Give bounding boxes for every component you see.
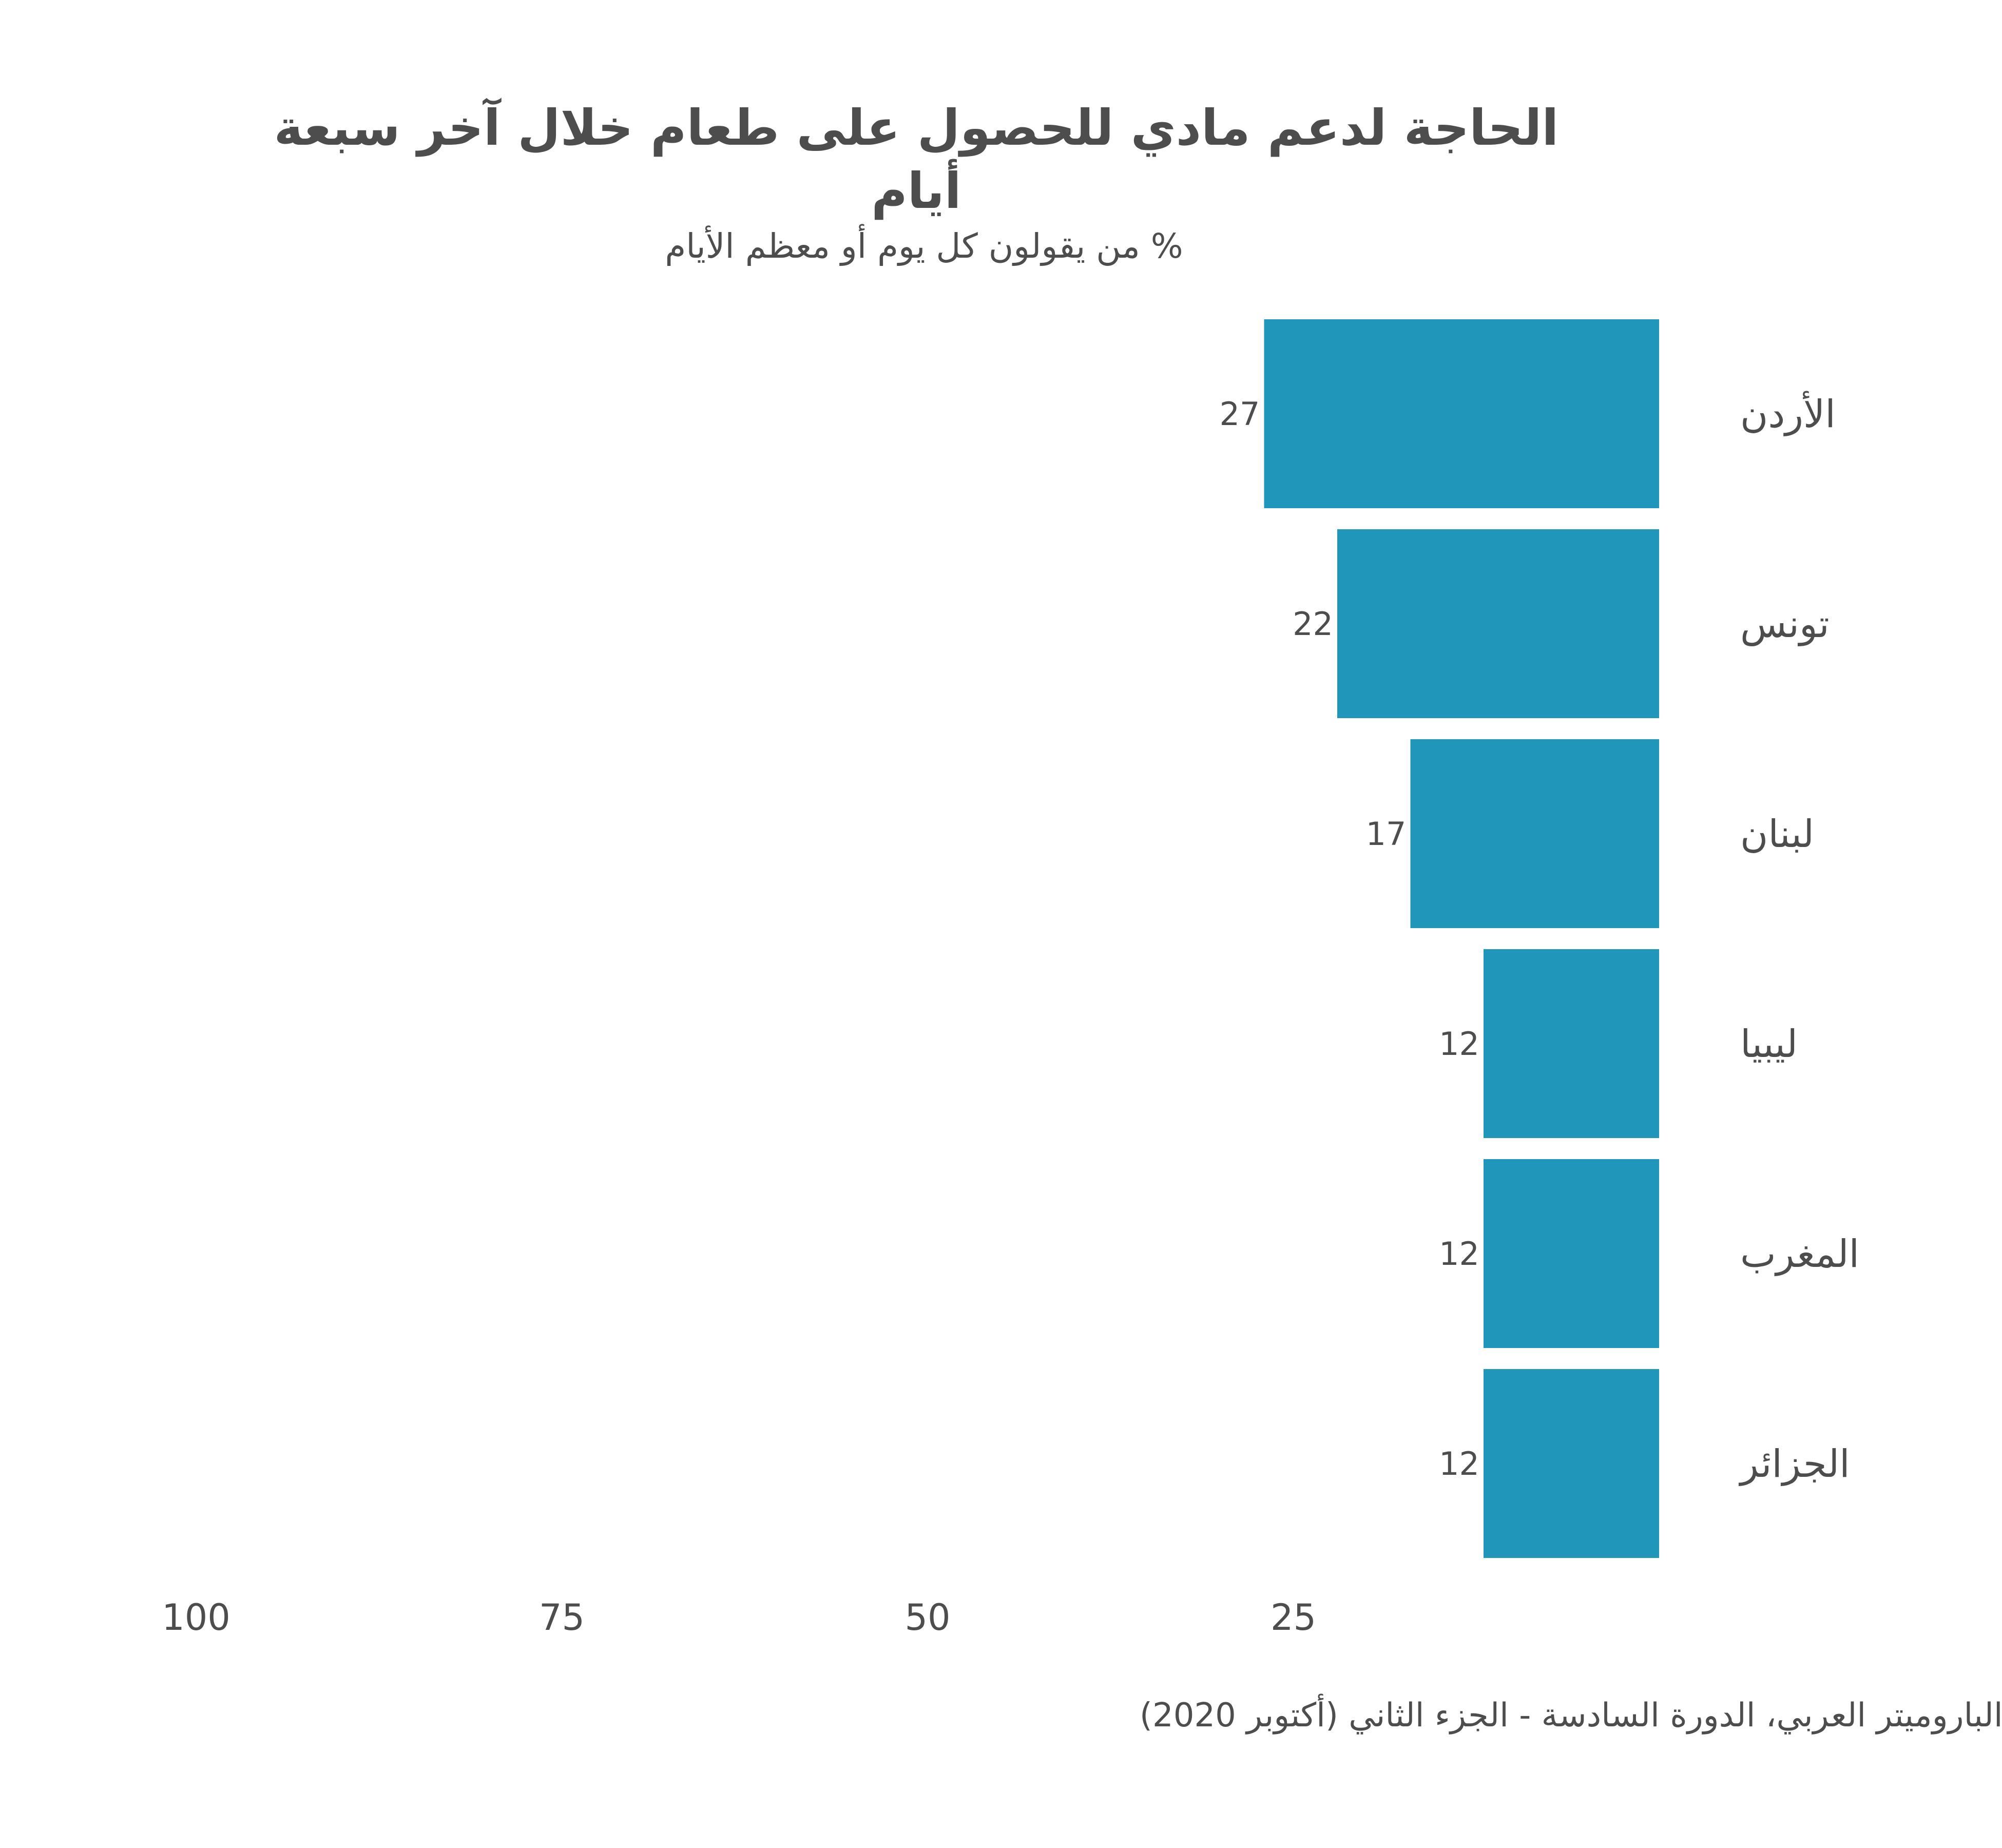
category-label: ليبيا [1740, 1022, 1798, 1066]
x-axis-ticks: 100 75 50 25 [162, 1596, 1316, 1639]
category-label: الأردن [1740, 391, 1836, 436]
x-tick-label: 50 [904, 1596, 950, 1639]
bar-value-label: 22 [1293, 605, 1333, 643]
x-tick-label: 75 [539, 1596, 585, 1639]
category-label: لبنان [1740, 812, 1814, 856]
chart-title-line-1: الحاجة لدعم مادي للحصول على طعام خلال آخ… [274, 98, 1559, 157]
bar-6 [1484, 1369, 1659, 1558]
category-labels-layer: الأردن تونس لبنان ليبيا المغرب الجزائر [1738, 391, 1859, 1486]
bar-3 [1410, 739, 1659, 928]
bar-1 [1264, 319, 1659, 508]
chart-subtitle: % من يقولون كل يوم أو معظم الأيام [665, 224, 1183, 266]
chart-source: الباروميتر العربي، الدورة السادسة - الجز… [1140, 1693, 2002, 1735]
bar-value-label: 17 [1366, 815, 1407, 853]
category-label: المغرب [1740, 1232, 1859, 1276]
category-label: الجزائر [1738, 1442, 1850, 1486]
bar-4 [1484, 949, 1659, 1138]
x-tick-label: 100 [162, 1596, 230, 1639]
x-tick-label: 25 [1270, 1596, 1316, 1639]
bar-5 [1484, 1159, 1659, 1348]
chart-title-line-2: أيام [871, 159, 961, 220]
bar-2 [1337, 529, 1659, 718]
bar-value-label: 12 [1439, 1445, 1479, 1483]
bar-value-label: 12 [1439, 1235, 1479, 1273]
category-label: تونس [1740, 602, 1830, 646]
value-labels-layer: 27 22 17 12 12 12 [1220, 395, 1479, 1483]
bar-value-label: 27 [1220, 395, 1260, 433]
bars-layer [1264, 319, 1659, 1558]
bar-value-label: 12 [1439, 1025, 1479, 1063]
